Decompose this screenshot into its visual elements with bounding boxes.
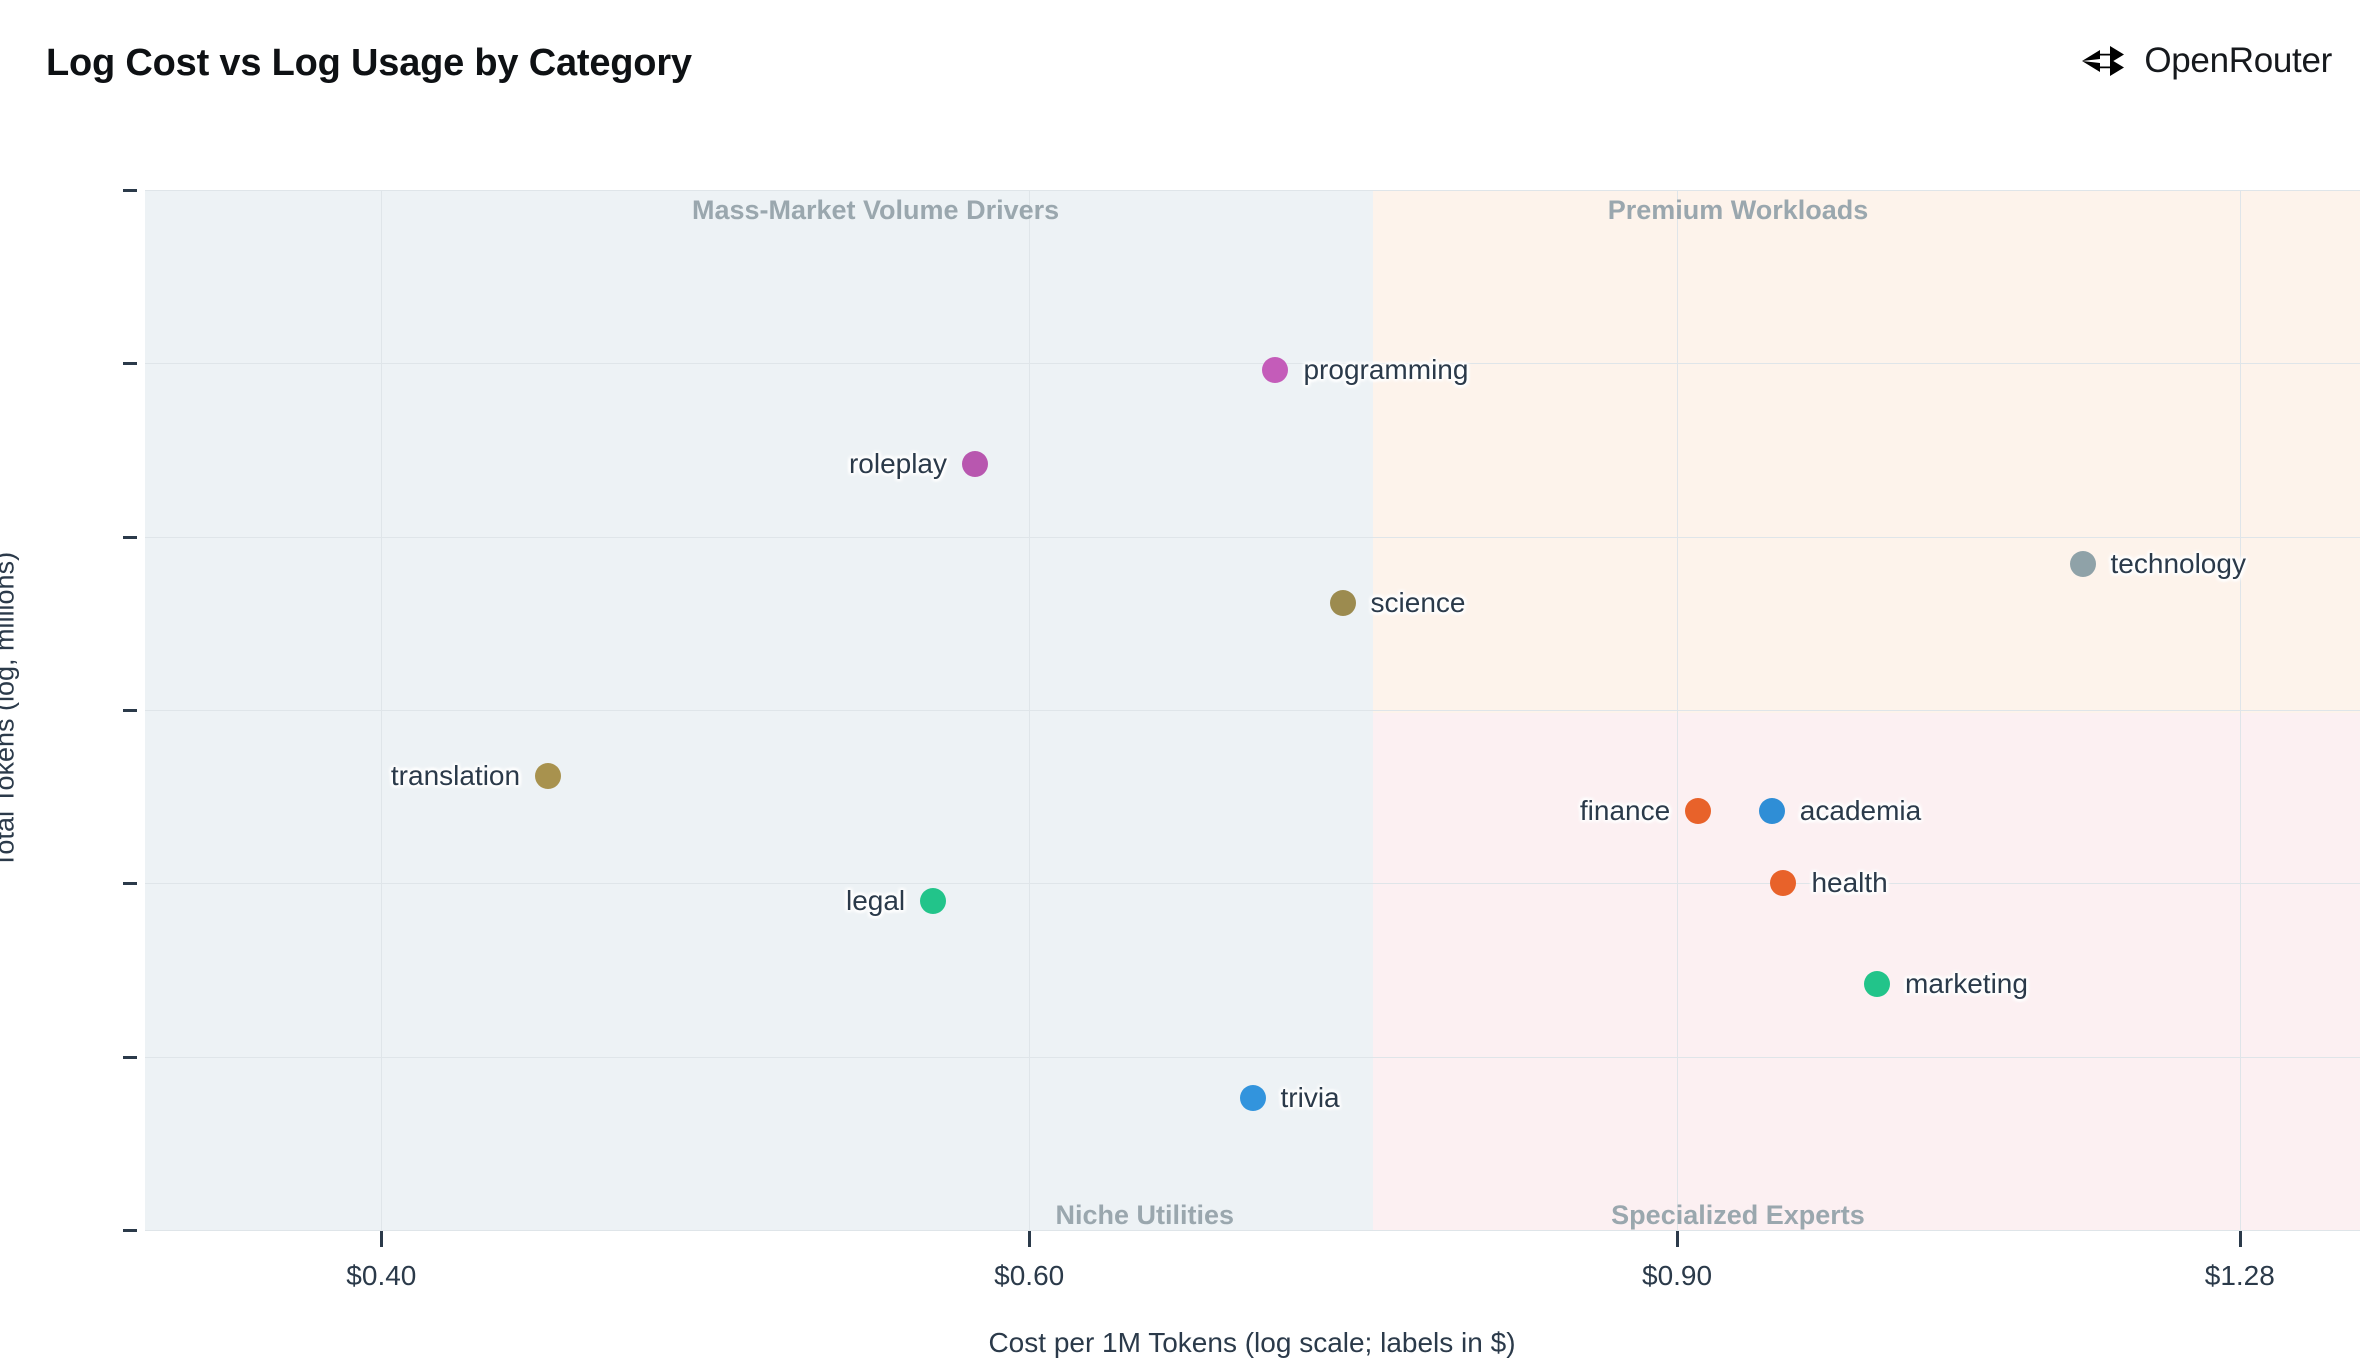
data-point-programming[interactable] (1262, 357, 1289, 384)
data-point-label-trivia: trivia (1280, 1082, 1340, 1114)
data-point-technology[interactable] (2069, 551, 2096, 578)
openrouter-logo-icon (2082, 46, 2125, 76)
brand: OpenRouter (2080, 40, 2332, 82)
brand-name: OpenRouter (2144, 41, 2332, 80)
quadrant-label-premium-workloads: Premium Workloads (1607, 194, 1869, 225)
y-tick-mark (123, 362, 137, 366)
quadrant-label-niche-utilities: Niche Utilities (1055, 1200, 1235, 1231)
gridline-horizontal (145, 710, 2360, 711)
y-tick-mark (123, 1229, 137, 1232)
gridline-horizontal (145, 1056, 2360, 1058)
data-point-academia[interactable] (1758, 797, 1785, 824)
gridline-vertical (2239, 190, 2241, 1230)
gridline-horizontal (145, 363, 2360, 365)
data-point-finance[interactable] (1685, 797, 1712, 824)
gridline-horizontal (145, 883, 2360, 885)
data-point-label-health: health (1811, 867, 1888, 899)
data-point-label-translation: translation (390, 759, 521, 791)
y-tick-mark (123, 189, 137, 192)
data-point-marketing[interactable] (1864, 970, 1891, 997)
y-tick-mark (123, 1055, 137, 1059)
quadrant-label-mass-market-volume-drivers: Mass-Market Volume Drivers (691, 194, 1060, 225)
data-point-trivia[interactable] (1239, 1085, 1266, 1112)
quadrant-region-premium-workloads (1372, 190, 2360, 714)
y-axis-title: Total Tokens (log, millions) (0, 551, 20, 869)
gridline-vertical (1029, 190, 1031, 1230)
gridline-horizontal (145, 190, 2360, 191)
x-tick-mark (1676, 1231, 1680, 1247)
gridline-vertical (1677, 190, 1679, 1230)
x-tick-label: $1.28 (2204, 1260, 2275, 1291)
gridline-vertical (381, 190, 383, 1230)
x-tick-mark (380, 1231, 384, 1247)
data-point-translation[interactable] (535, 762, 562, 789)
page-title: Log Cost vs Log Usage by Category (46, 42, 692, 84)
quadrant-region-specialized-experts (1372, 713, 2360, 1230)
data-point-roleplay[interactable] (962, 450, 989, 477)
x-tick-label: $0.60 (994, 1260, 1065, 1291)
x-tick-mark (1028, 1231, 1032, 1247)
data-point-label-academia: academia (1799, 794, 1922, 826)
scatter-plot: Mass-Market Volume Drivers Premium Worklo… (0, 189, 2360, 1358)
data-point-health[interactable] (1770, 870, 1797, 897)
gridline-horizontal (145, 1230, 2360, 1231)
y-tick-mark (123, 535, 137, 539)
x-axis-title: Cost per 1M Tokens (log scale; labels in… (988, 1327, 1516, 1358)
data-point-label-marketing: marketing (1905, 967, 2028, 999)
data-point-legal[interactable] (920, 887, 947, 914)
x-tick-mark (2238, 1231, 2242, 1247)
data-point-science[interactable] (1329, 589, 1356, 616)
y-tick-mark (123, 882, 137, 886)
gridline-horizontal (145, 536, 2360, 538)
y-tick-mark (123, 709, 137, 712)
data-point-label-programming: programming (1303, 354, 1469, 386)
data-point-label-science: science (1370, 586, 1466, 618)
data-point-label-finance: finance (1579, 794, 1671, 826)
chart-header: Log Cost vs Log Usage by Category OpenRo… (0, 0, 2378, 112)
data-point-label-roleplay: roleplay (848, 447, 948, 479)
data-point-label-legal: legal (845, 884, 906, 916)
x-tick-label: $0.90 (1641, 1260, 1713, 1291)
x-tick-label: $0.40 (346, 1260, 417, 1291)
quadrant-label-specialized-experts: Specialized Experts (1611, 1200, 1865, 1231)
data-point-label-technology: technology (2110, 548, 2246, 580)
